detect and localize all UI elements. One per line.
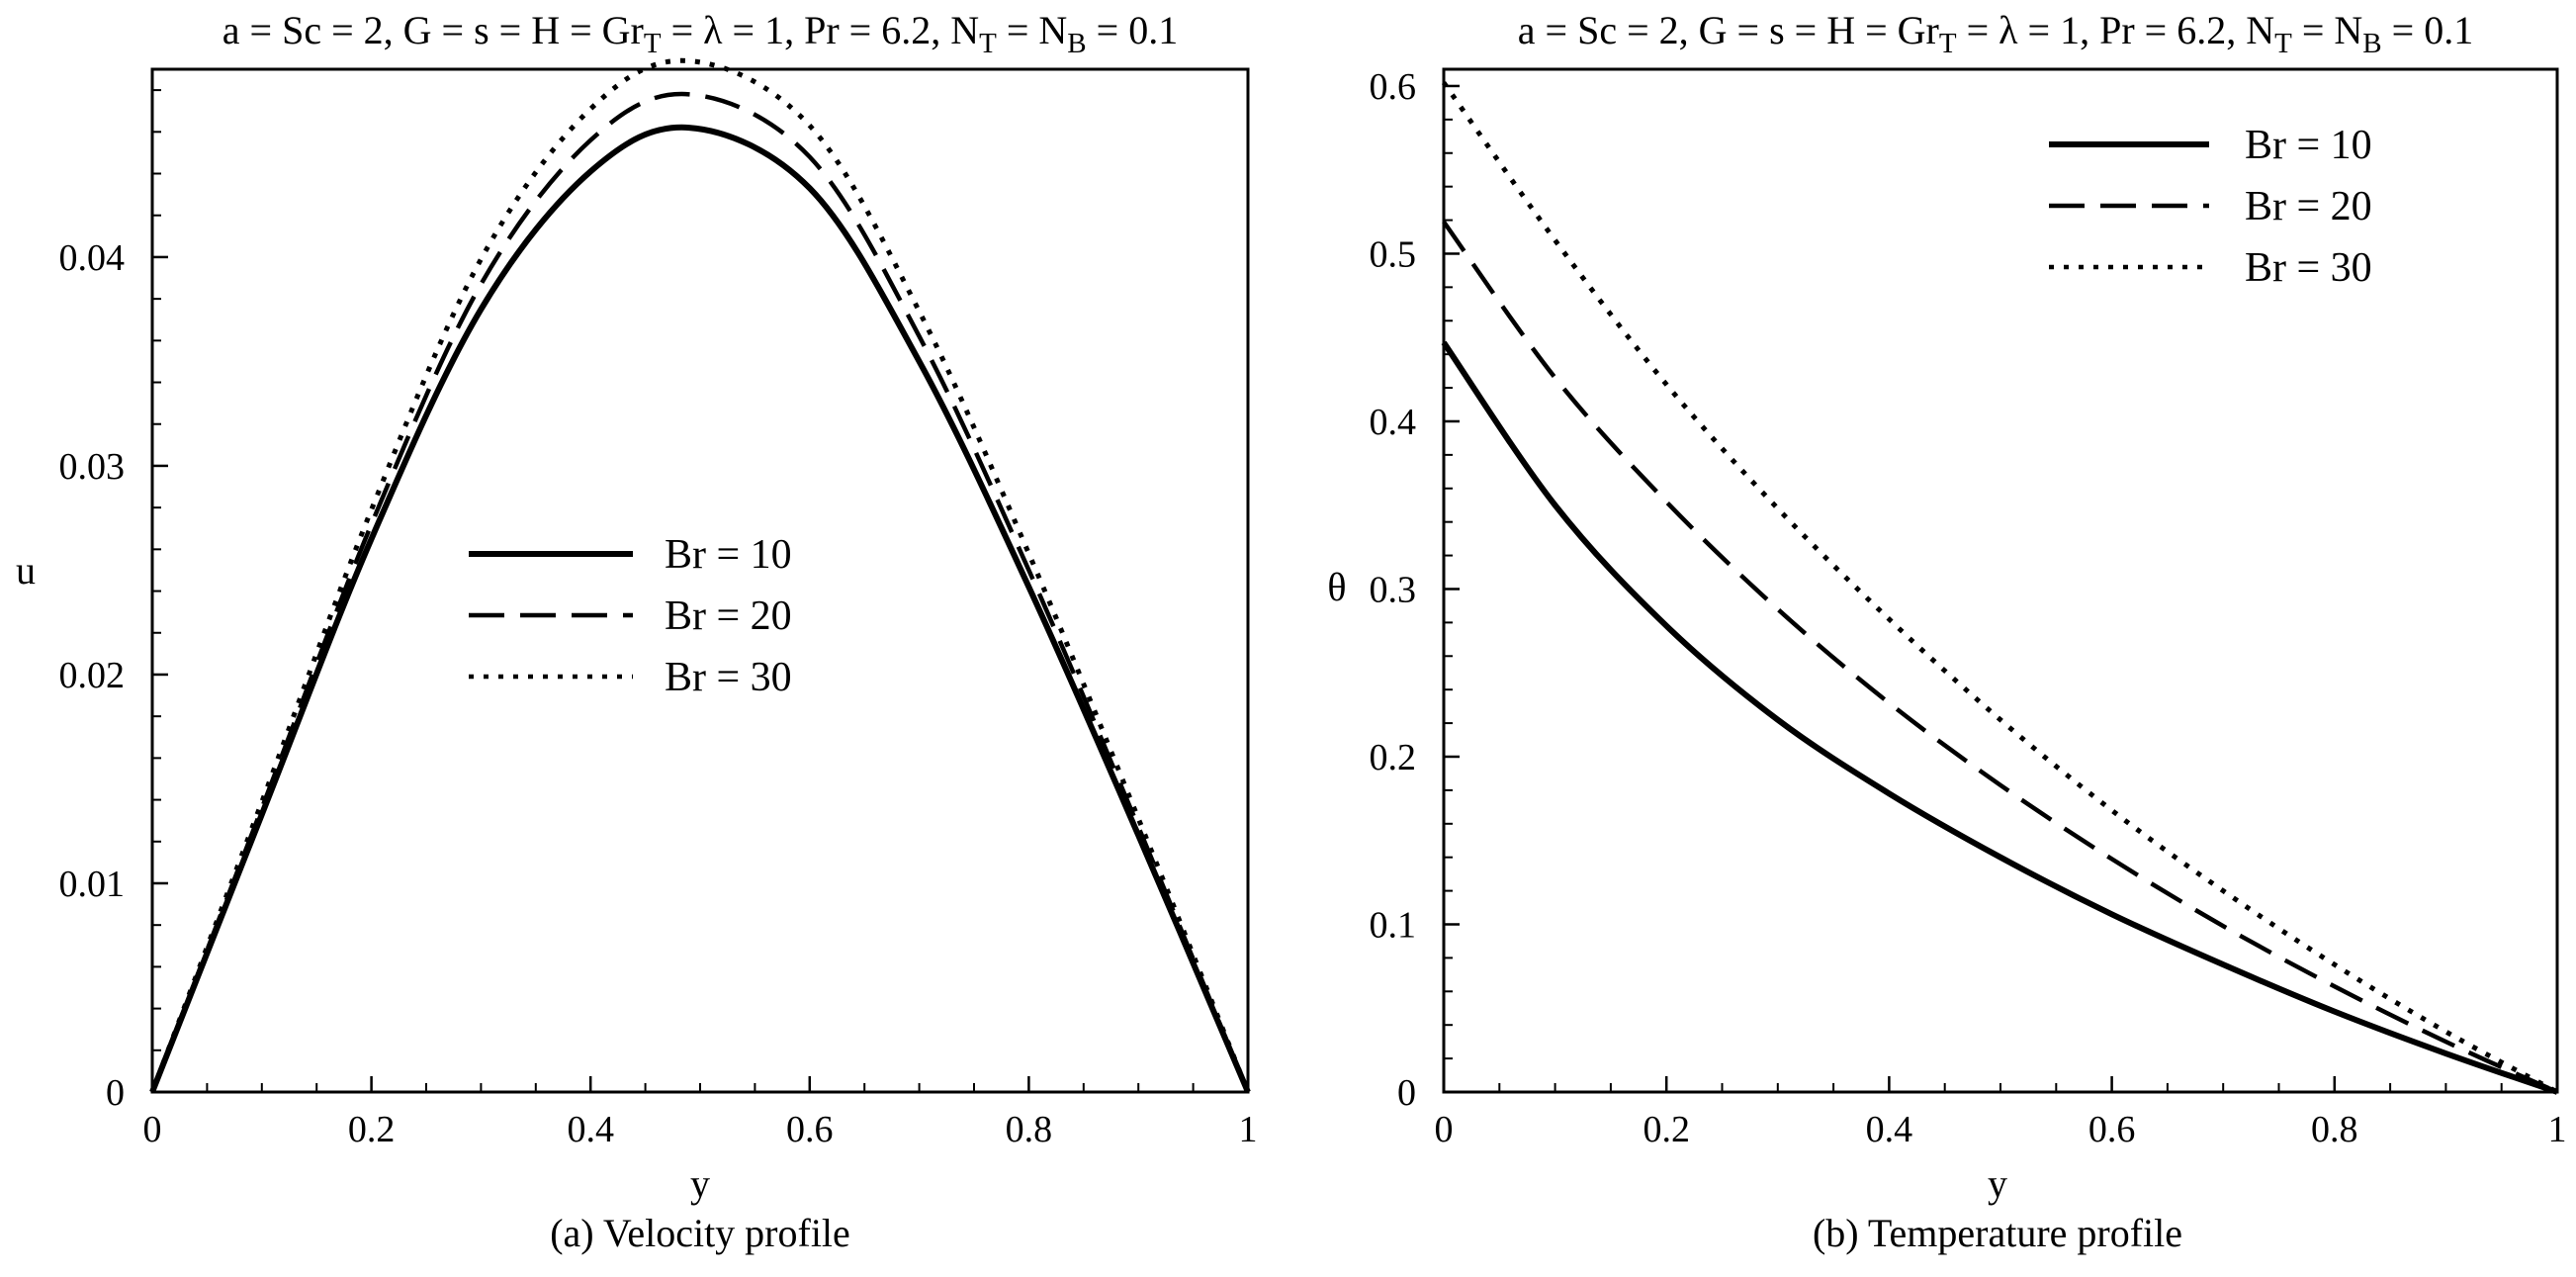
- x-tick-label: 0.4: [567, 1109, 614, 1150]
- temperature-caption: (b) Temperature profile: [1813, 1211, 2182, 1255]
- temperature-title: a = Sc = 2, G = s = H = GrT = λ = 1, Pr …: [1518, 8, 2473, 59]
- title-sub: B: [2362, 28, 2381, 59]
- y-tick-label: 0.02: [59, 655, 126, 696]
- y-tick-label: 0: [1397, 1072, 1416, 1114]
- y-tick-label: 0.5: [1370, 233, 1417, 275]
- y-tick-label: 0.1: [1370, 904, 1417, 946]
- velocity-series-line-dotted: [149, 57, 1251, 1093]
- legend-label: Br = 20: [2245, 184, 2372, 229]
- velocity-title: a = Sc = 2, G = s = H = GrT = λ = 1, Pr …: [222, 8, 1178, 59]
- legend-label: Br = 20: [665, 593, 792, 639]
- title-end: = 0.1: [2382, 8, 2474, 52]
- y-tick-label: 0: [106, 1072, 125, 1114]
- x-tick-label: 0.8: [1006, 1109, 1053, 1150]
- x-tick-label: 0: [1435, 1109, 1454, 1150]
- title-main: a = Sc = 2, G = s = H = Gr: [222, 8, 644, 52]
- title-sub: T: [979, 28, 997, 59]
- x-tick-label: 1: [2548, 1109, 2567, 1150]
- legend-label: Br = 10: [665, 532, 792, 578]
- title-mid: = λ = 1, Pr = 6.2, N: [662, 8, 980, 52]
- title-sub: T: [644, 28, 662, 59]
- velocity-plot-frame: [150, 67, 1250, 1094]
- temperature-series-line-solid: [1441, 340, 2558, 1095]
- x-tick-label: 0.2: [348, 1109, 396, 1150]
- legend-label: Br = 10: [2245, 123, 2372, 168]
- y-tick-label: 0.03: [59, 446, 126, 488]
- x-tick-label: 0.4: [1866, 1109, 1913, 1150]
- title-sub: B: [1067, 28, 1086, 59]
- temperature-y-axis-label: θ: [1327, 565, 1346, 609]
- title-sub: T: [1939, 28, 1957, 59]
- legend-label: Br = 30: [665, 655, 792, 700]
- velocity-series-line-solid: [149, 124, 1251, 1094]
- title-mid: = λ = 1, Pr = 6.2, N: [1957, 8, 2275, 52]
- y-tick-label: 0.4: [1370, 402, 1417, 443]
- x-tick-label: 0.6: [786, 1109, 834, 1150]
- x-tick-label: 0: [143, 1109, 162, 1150]
- y-tick-label: 0.01: [59, 864, 126, 905]
- legend-label: Br = 30: [2245, 245, 2372, 291]
- temperature-series-line-dotted: [1441, 81, 2559, 1095]
- velocity-x-axis-label: y: [690, 1161, 710, 1206]
- x-tick-label: 1: [1239, 1109, 1258, 1150]
- y-tick-label: 0.3: [1370, 569, 1417, 610]
- y-tick-label: 0.2: [1370, 737, 1417, 778]
- temperature-x-axis-label: y: [1988, 1161, 2007, 1206]
- velocity-series-line-dashed: [149, 91, 1251, 1093]
- velocity-panel: a = Sc = 2, G = s = H = GrT = λ = 1, Pr …: [16, 8, 1258, 1255]
- temperature-panel: a = Sc = 2, G = s = H = GrT = λ = 1, Pr …: [1327, 8, 2566, 1255]
- x-tick-label: 0.2: [1643, 1109, 1690, 1150]
- title-sub: T: [2274, 28, 2292, 59]
- y-tick-label: 0.04: [59, 237, 126, 279]
- y-tick-label: 0.6: [1370, 66, 1417, 108]
- velocity-y-axis-label: u: [16, 548, 36, 593]
- x-tick-label: 0.8: [2311, 1109, 2358, 1150]
- title-end: = 0.1: [1087, 8, 1179, 52]
- title-mid: = N: [997, 8, 1067, 52]
- title-mid: = N: [2292, 8, 2362, 52]
- temperature-series-line-dashed: [1442, 220, 2558, 1095]
- x-tick-label: 0.6: [2088, 1109, 2136, 1150]
- title-main: a = Sc = 2, G = s = H = Gr: [1518, 8, 1939, 52]
- temperature-plot-frame: [1442, 67, 2559, 1094]
- velocity-caption: (a) Velocity profile: [550, 1211, 850, 1255]
